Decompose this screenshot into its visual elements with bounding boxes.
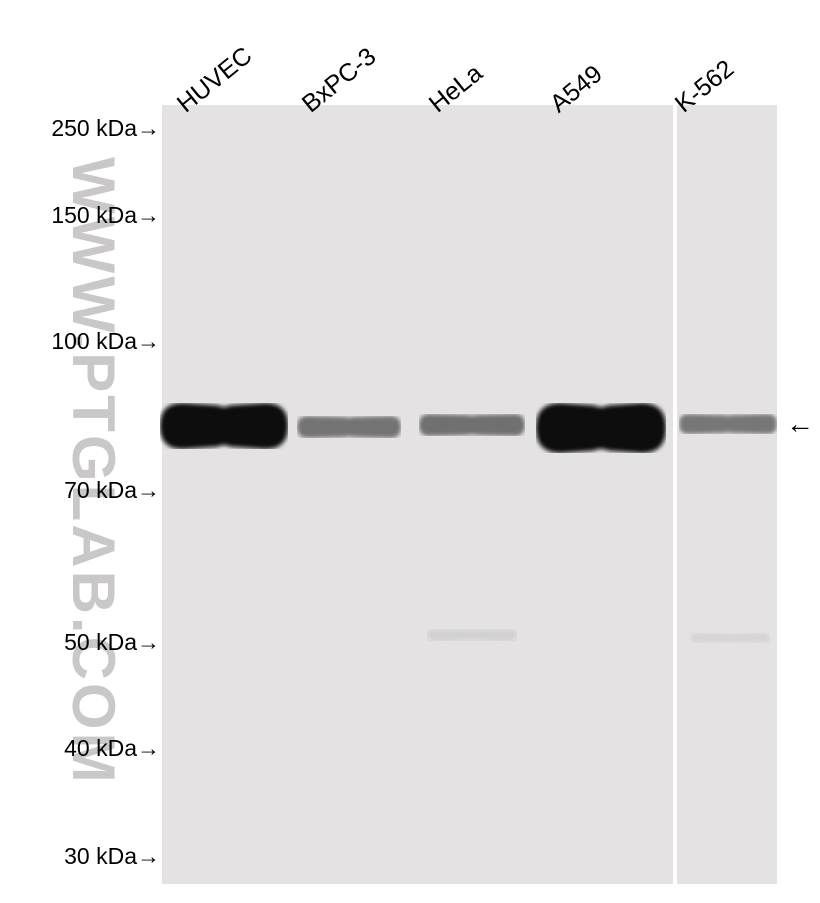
mw-marker-label: 250 kDa→ <box>51 115 160 142</box>
blot-band <box>419 414 525 436</box>
band-indicator-arrow: ← <box>786 408 814 440</box>
blot-band <box>160 403 288 449</box>
panel-divider <box>673 105 676 884</box>
blot-band <box>679 414 777 434</box>
mw-marker-label: 30 kDa→ <box>64 843 160 870</box>
mw-marker-label: 70 kDa→ <box>64 477 160 504</box>
membrane-panel <box>162 105 673 884</box>
mw-marker-label: 50 kDa→ <box>64 629 160 656</box>
mw-marker-label: 150 kDa→ <box>51 202 160 229</box>
blot-band-faint <box>690 630 770 640</box>
blot-band-faint <box>427 628 517 640</box>
blot-band <box>536 403 666 453</box>
mw-marker-label: 100 kDa→ <box>51 328 160 355</box>
blot-band <box>297 416 401 438</box>
membrane-panel <box>677 105 777 884</box>
watermark-text: WWW.PTGLAB.COM <box>59 157 128 786</box>
mw-marker-label: 40 kDa→ <box>64 735 160 762</box>
